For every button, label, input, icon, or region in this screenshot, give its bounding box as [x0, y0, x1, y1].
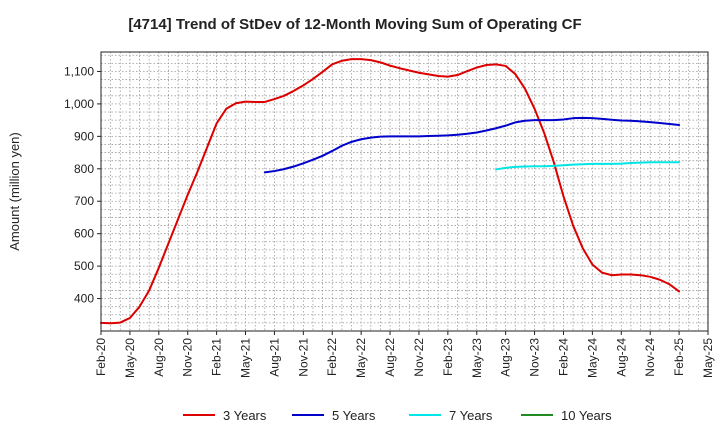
y-tick-label: 1,100	[64, 64, 94, 78]
x-tick-label: Feb-23	[441, 338, 455, 376]
legend-label-7-years: 7 Years	[449, 408, 493, 423]
series-lines	[100, 58, 681, 325]
x-tick-label: Nov-24	[643, 338, 657, 377]
x-tick-label: Aug-20	[152, 338, 166, 377]
y-tick-label: 1,000	[64, 97, 94, 111]
series-line-7-years	[495, 161, 681, 171]
series-line-5-years	[263, 116, 681, 174]
legend-label-5-years: 5 Years	[332, 408, 376, 423]
x-tick-label: Feb-25	[672, 338, 686, 376]
x-tick-label: May-21	[239, 338, 253, 378]
plot-frame	[100, 51, 709, 332]
y-axis-ticks: 400 500 600 700 800 900 1,000 1,100	[64, 64, 101, 306]
x-tick-label: Aug-22	[383, 338, 397, 377]
y-axis-label: Amount (million yen)	[7, 132, 22, 251]
x-tick-label: May-24	[585, 338, 599, 378]
x-tick-label: Nov-21	[296, 338, 310, 377]
x-tick-label: Aug-23	[499, 338, 513, 377]
y-tick-label: 700	[74, 194, 94, 208]
y-tick-label: 800	[74, 162, 94, 176]
x-tick-label: May-20	[123, 338, 137, 378]
legend-label-3-years: 3 Years	[223, 408, 267, 423]
x-tick-label: Nov-22	[412, 338, 426, 377]
plot-area	[101, 52, 708, 331]
series-line-3-years	[100, 58, 681, 325]
x-tick-label: Nov-23	[528, 338, 542, 377]
vertical-gridlines	[110, 52, 699, 331]
y-tick-label: 900	[74, 129, 94, 143]
x-tick-label: Feb-22	[325, 338, 339, 376]
x-tick-label: Feb-21	[210, 338, 224, 376]
y-tick-label: 600	[74, 227, 94, 241]
x-tick-label: Nov-20	[181, 338, 195, 377]
x-tick-label: Aug-21	[267, 338, 281, 377]
y-tick-label: 500	[74, 259, 94, 273]
legend: 3 Years 5 Years 7 Years 10 Years	[183, 408, 612, 423]
y-tick-label: 400	[74, 292, 94, 306]
x-tick-label: Feb-24	[556, 338, 570, 376]
x-tick-label: May-22	[354, 338, 368, 378]
x-axis-ticks: Feb-20 May-20 Aug-20 Nov-20 Feb-21 May-21 Aug-…	[94, 331, 715, 378]
x-tick-label: Feb-20	[94, 338, 108, 376]
x-tick-label: Aug-24	[614, 338, 628, 377]
legend-label-10-years: 10 Years	[561, 408, 612, 423]
chart-title: [4714] Trend of StDev of 12-Month Moving…	[128, 16, 581, 33]
x-tick-label: May-23	[470, 338, 484, 378]
x-tick-label: May-25	[701, 338, 715, 378]
